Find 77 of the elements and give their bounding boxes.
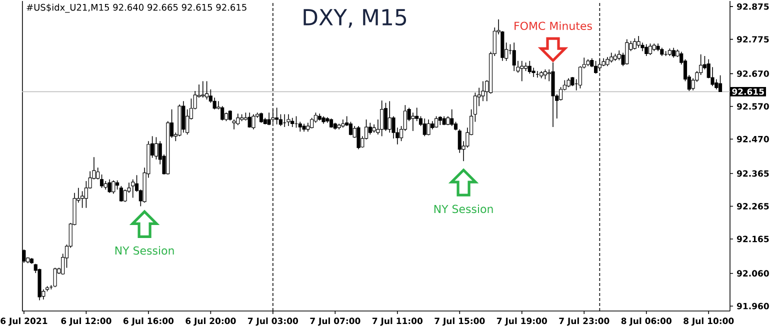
annotation: NY Session — [434, 204, 493, 214]
candlestick — [532, 67, 536, 78]
candlestick — [368, 122, 372, 135]
x-tick-label: 7 Jul 19:00 — [496, 318, 547, 326]
candlestick — [426, 119, 430, 136]
y-tick-label: 92.670 — [736, 70, 769, 77]
y-tick-label: 92.875 — [736, 3, 769, 10]
candlestick — [388, 100, 392, 133]
candlestick — [594, 60, 598, 74]
x-tick-label: 7 Jul 11:00 — [372, 318, 423, 326]
candlestick — [718, 74, 722, 92]
candlestick — [278, 114, 282, 126]
candlestick — [625, 38, 629, 65]
y-tick-label: 92.365 — [736, 170, 769, 177]
candlestick — [53, 267, 57, 288]
candlestick — [672, 47, 676, 58]
candlestick — [415, 107, 419, 122]
y-tick-label: 91.960 — [736, 302, 769, 310]
x-tick-label: 6 Jul 16:00 — [123, 318, 174, 326]
candlestick — [182, 100, 186, 133]
ref-line-label: 92.615 — [732, 88, 764, 95]
candlestick — [252, 114, 256, 130]
candlestick — [356, 126, 360, 150]
candlestick — [644, 44, 648, 56]
annotation: NY Session — [115, 246, 174, 255]
y-tick-label: 92.570 — [736, 103, 769, 110]
y-tick-label: 92.265 — [736, 203, 769, 210]
y-tick-label: 92.775 — [736, 36, 769, 43]
x-tick-label: 7 Jul 07:00 — [310, 318, 360, 326]
candlestick — [610, 52, 614, 63]
candlestick — [481, 80, 485, 102]
candlestick — [116, 180, 120, 190]
candlestick — [290, 117, 294, 128]
y-tick-label: 92.470 — [736, 136, 769, 142]
candlestick — [380, 100, 384, 137]
y-tick-label: 92.165 — [736, 236, 769, 242]
y-tick-label: 92.060 — [736, 270, 769, 277]
chart-title: DXY, M15 — [304, 9, 406, 28]
candlestick — [298, 121, 302, 132]
x-tick-label: 6 Jul 20:00 — [186, 318, 236, 326]
candlestick — [348, 121, 352, 136]
candlestick — [236, 113, 240, 126]
candlestick — [636, 36, 640, 48]
candlestick — [131, 179, 135, 198]
candlestick — [648, 43, 652, 56]
candlestick — [450, 108, 454, 126]
candlestick — [275, 107, 279, 125]
annotation: FOMC Minutes — [514, 21, 592, 30]
candlestick — [212, 97, 216, 110]
x-tick-label: 8 Jul 06:00 — [621, 318, 672, 326]
candlestick — [422, 118, 426, 137]
x-tick-label: 7 Jul 23:00 — [559, 318, 610, 326]
annotation: #US$idx_U21,M15 92.640 92.665 92.615 92.615 — [26, 4, 246, 13]
candlestick — [205, 80, 209, 100]
candlestick — [411, 112, 415, 132]
candlestick — [570, 76, 574, 87]
x-tick-label: 6 Jul 12:00 — [61, 318, 112, 326]
candlestick — [248, 112, 252, 128]
x-tick-label: 8 Jul 10:00 — [684, 318, 734, 326]
x-tick-label: 7 Jul 03:00 — [248, 318, 298, 326]
candlestick — [154, 136, 158, 160]
x-tick-label: 7 Jul 15:00 — [434, 318, 485, 326]
candlestick — [286, 114, 290, 126]
candlestick — [528, 60, 532, 74]
candlestick — [119, 186, 123, 202]
candlestick — [606, 56, 610, 67]
candlestick — [512, 42, 516, 72]
candlestick — [543, 69, 548, 80]
candlestick — [384, 102, 388, 132]
candlestick — [632, 38, 636, 50]
candlestick — [259, 112, 264, 124]
candlestick — [520, 60, 524, 82]
candlestick — [201, 80, 205, 98]
x-tick-label: 6 Jul 2021 — [0, 318, 48, 326]
candlestick — [112, 180, 116, 194]
candlestick — [310, 117, 314, 129]
candlestick — [108, 179, 112, 194]
